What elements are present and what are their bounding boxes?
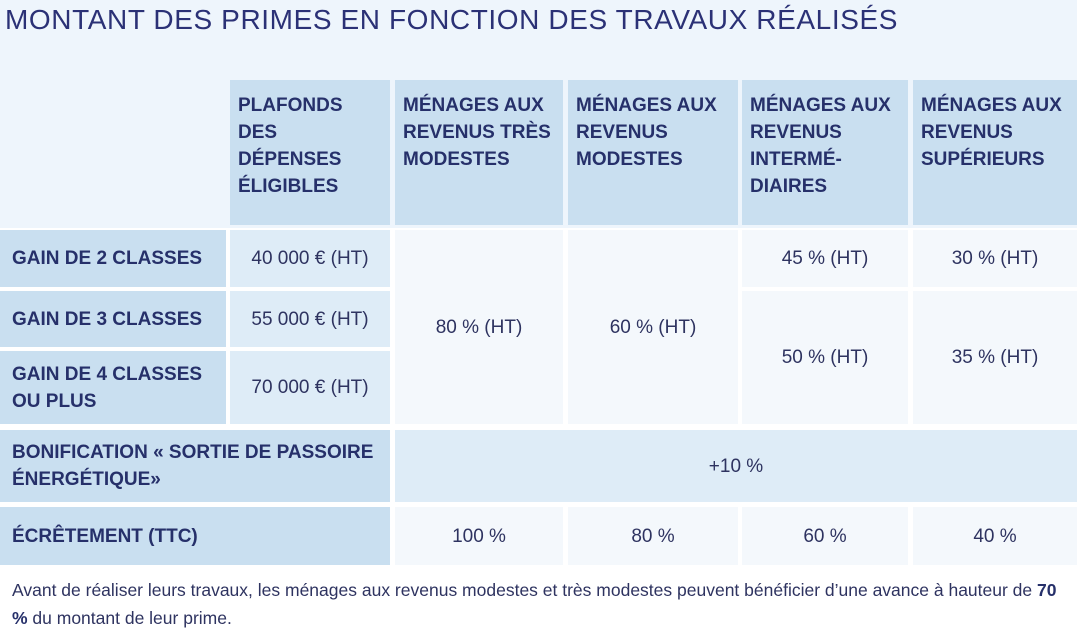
header-intermediaires: MÉNAGES AUX REVENUS INTERMÉ-DIAIRES xyxy=(742,80,908,225)
plafond-gain-3: 55 000 € (HT) xyxy=(230,291,390,347)
ecretement-label: ÉCRÊTEMENT (TTC) xyxy=(0,507,390,565)
header-modestes: MÉNAGES AUX REVENUS MODESTES xyxy=(568,80,738,225)
rate-intermediaires-gain-3plus: 50 % (HT) xyxy=(742,291,908,424)
row-label-gain-2: GAIN DE 2 CLASSES xyxy=(0,230,226,287)
page-title: MONTANT DES PRIMES EN FONCTION DES TRAVA… xyxy=(5,4,899,35)
plafond-gain-4: 70 000 € (HT) xyxy=(230,351,390,424)
row-label-gain-3: GAIN DE 3 CLASSES xyxy=(0,291,226,347)
bonus-label: BONIFICATION « SORTIE DE PASSOIRE ÉNERGÉ… xyxy=(0,430,390,502)
row-label-gain-4: GAIN DE 4 CLASSES OU PLUS xyxy=(0,351,226,424)
bonus-value: +10 % xyxy=(395,430,1077,502)
ecretement-modestes: 80 % xyxy=(568,507,738,565)
footnote-text-start: Avant de réaliser leurs travaux, les mén… xyxy=(12,580,1037,600)
header-superieurs: MÉNAGES AUX REVENUS SUPÉRIEURS xyxy=(913,80,1077,225)
footnote-text-end: du montant de leur prime. xyxy=(27,608,232,628)
rate-intermediaires-gain-2: 45 % (HT) xyxy=(742,230,908,287)
rate-superieurs-gain-2: 30 % (HT) xyxy=(913,230,1077,287)
ecretement-tres-modestes: 100 % xyxy=(395,507,563,565)
footnote: Avant de réaliser leurs travaux, les mén… xyxy=(12,576,1072,632)
rate-modestes: 60 % (HT) xyxy=(568,230,738,424)
header-plafonds: PLAFONDS DES DÉPENSES ÉLIGIBLES xyxy=(230,80,390,225)
header-tres-modestes: MÉNAGES AUX REVENUS TRÈS MODESTES xyxy=(395,80,563,225)
rate-tres-modestes: 80 % (HT) xyxy=(395,230,563,424)
rate-superieurs-gain-3plus: 35 % (HT) xyxy=(913,291,1077,424)
ecretement-superieurs: 40 % xyxy=(913,507,1077,565)
ecretement-intermediaires: 60 % xyxy=(742,507,908,565)
plafond-gain-2: 40 000 € (HT) xyxy=(230,230,390,287)
footnote-bold-rate: 70 % xyxy=(12,580,1057,628)
